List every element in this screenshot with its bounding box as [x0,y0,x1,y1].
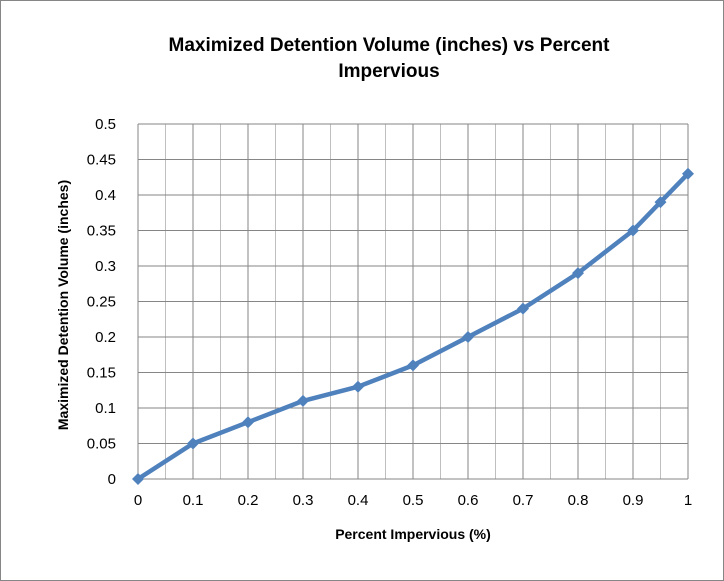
data-point [517,302,529,315]
y-tick-label: 0.4 [95,187,116,204]
data-series [132,167,694,485]
x-tick-label: 0.3 [293,492,314,509]
grid-lines [137,123,689,480]
data-point [187,437,199,450]
x-tick-label: 0.4 [348,492,369,509]
x-tick-label: 0.1 [183,492,204,509]
data-point [627,224,639,237]
x-tick-label: 1 [684,492,692,509]
y-tick-label: 0 [108,471,116,488]
y-tick-label: 0.3 [95,258,116,275]
data-point [654,196,667,209]
data-point [132,473,144,485]
data-point [242,416,254,429]
data-point [682,167,694,180]
series-line [135,171,691,482]
data-point [352,380,364,393]
x-tick-label: 0 [134,492,142,509]
x-tick-label: 0.5 [403,492,424,509]
y-tick-label: 0.2 [95,329,116,346]
data-point [462,331,474,343]
y-tick-label: 0.35 [87,223,116,240]
y-tick-label: 0.15 [87,365,116,382]
y-tick-label: 0.1 [95,400,116,417]
x-tick-label: 0.2 [238,492,259,509]
y-axis-title: Maximized Detention Volume (inches) [55,180,71,430]
y-tick-label: 0.05 [87,436,116,453]
y-tick-label: 0.25 [87,294,116,311]
data-point [407,359,419,372]
x-tick-label: 0.6 [458,492,479,509]
chart-title-line-1: Maximized Detention Volume (inches) vs P… [169,35,611,56]
chart-title-line-2: Impervious [338,61,439,82]
x-axis-title: Percent Impervious (%) [335,526,491,542]
x-tick-label: 0.9 [623,492,644,509]
tick-labels: 0 0.1 0.2 0.3 0.4 0.5 0.6 0.7 0.8 0.9 1 0 0.05 0.1 0.1… [87,116,692,509]
x-tick-label: 0.7 [513,492,534,509]
y-tick-label: 0.5 [95,116,116,133]
data-point [297,394,309,407]
data-point [572,267,584,280]
x-tick-label: 0.8 [568,492,589,509]
y-tick-label: 0.45 [87,152,116,169]
